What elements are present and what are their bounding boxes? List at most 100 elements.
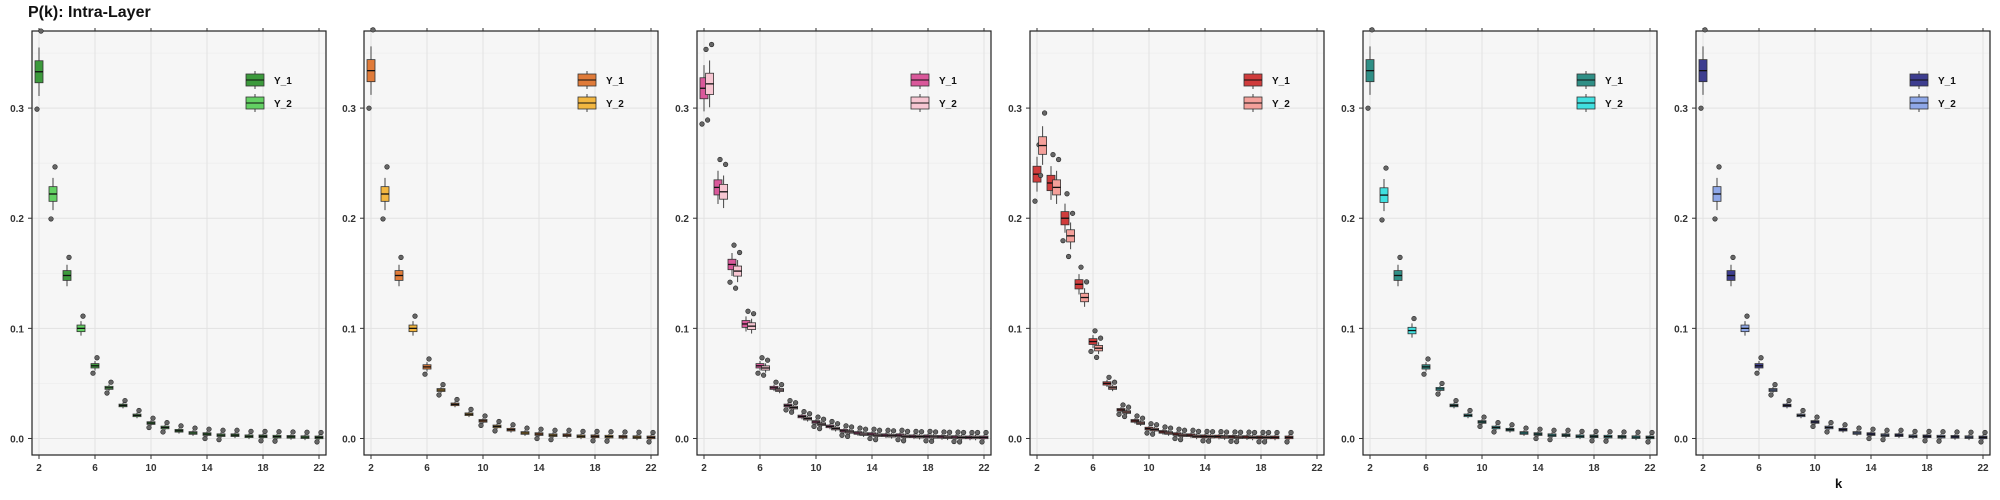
x-tick-label: 14 <box>1199 463 1211 474</box>
box-y-2-k16 <box>1261 429 1272 445</box>
box-outlier <box>1589 438 1595 444</box>
box-outlier <box>1125 404 1132 410</box>
x-tick-label: 6 <box>92 463 98 474</box>
box-outlier <box>524 425 530 431</box>
box-outlier <box>956 439 963 445</box>
box-y-1-k2 <box>1421 356 1431 377</box>
box-outlier <box>52 164 58 170</box>
panel-3: 2 6 10 14 18 22 0.0 0.1 0.2 0.3 Y_1 Y_2 <box>675 28 992 474</box>
x-tick-label: 22 <box>1977 463 1989 474</box>
panel-frame <box>363 30 659 456</box>
box-outlier <box>412 313 418 319</box>
box-outlier <box>1106 374 1112 380</box>
x-tick-label: 6 <box>1423 463 1429 474</box>
box-outlier <box>1786 397 1792 404</box>
box-outlier <box>1635 429 1641 435</box>
box-y-2-k6 <box>216 427 226 443</box>
box-y-2-k0 <box>380 164 390 222</box>
box-y-1-k1 <box>62 254 72 287</box>
box-y-1-k3 <box>118 397 128 409</box>
y-tick-label: 0.2 <box>1341 214 1355 225</box>
box-outlier <box>862 426 869 432</box>
box-outlier <box>1870 426 1876 432</box>
box-outlier <box>913 428 919 434</box>
box-outlier <box>1097 335 1104 341</box>
box-outlier <box>1537 426 1543 432</box>
box-outlier <box>1260 429 1266 435</box>
y-tick-label: 0.1 <box>342 324 356 335</box>
box-outlier <box>928 438 935 444</box>
box-outlier <box>755 370 761 376</box>
box-outlier <box>783 407 789 413</box>
box-y-2-k6 <box>1547 427 1557 443</box>
box-outlier <box>104 390 110 396</box>
box-outlier <box>216 437 222 443</box>
box-outlier <box>857 425 863 431</box>
legend-entry: Y_2 <box>1243 94 1290 112</box>
box-y-1-k2 <box>422 356 432 377</box>
box-y-2-k2 <box>732 249 743 291</box>
box-outlier <box>1256 439 1262 445</box>
box-outlier <box>923 438 929 444</box>
box-y-1-k8 <box>258 428 268 444</box>
box-outlier <box>1744 313 1750 319</box>
x-tick-label: 14 <box>201 463 213 474</box>
box-y-1-k0 <box>366 27 376 111</box>
box-outlier <box>1365 105 1371 111</box>
box-y-2-k14 <box>900 428 911 444</box>
box-y-2-k11 <box>1192 428 1202 440</box>
box-y-1-k18 <box>1284 429 1294 445</box>
box-y-1-k8 <box>590 428 600 444</box>
y-tick-label: 0.0 <box>675 434 689 445</box>
panel-background <box>1363 31 1657 455</box>
box-outlier <box>1246 429 1252 435</box>
box-outlier <box>1050 152 1056 158</box>
box-outlier <box>1856 425 1862 431</box>
box-outlier <box>1167 425 1174 431</box>
box-outlier <box>1968 429 1974 435</box>
box-outlier <box>801 408 807 415</box>
box-y-1-k10 <box>314 429 324 445</box>
box-outlier <box>871 426 877 432</box>
box-y-2-k3 <box>1080 279 1090 307</box>
box-outlier <box>1495 419 1501 426</box>
legend-entry: Y_2 <box>1909 94 1956 112</box>
y-tick-label: 0.0 <box>1341 434 1355 445</box>
box-outlier <box>732 285 739 291</box>
box-outlier <box>1425 356 1431 362</box>
box-y-2-k5 <box>188 425 198 436</box>
box-outlier <box>816 426 823 432</box>
box-outlier <box>426 356 432 362</box>
box-outlier <box>220 427 226 433</box>
box-y-2-k1 <box>1740 313 1750 336</box>
box-outlier <box>1065 253 1072 260</box>
box-outlier <box>262 428 268 434</box>
box-outlier <box>811 423 817 430</box>
box-y-2-k8 <box>272 429 282 444</box>
box-outlier <box>983 429 989 436</box>
box-outlier <box>1565 427 1571 433</box>
box-outlier <box>1162 424 1168 430</box>
box-y-2-k3 <box>1463 407 1473 419</box>
legend-label: Y_2 <box>1272 99 1290 110</box>
box-y-1-k7 <box>230 427 240 439</box>
box-outlier <box>1172 435 1178 442</box>
box-outlier <box>1190 427 1196 433</box>
x-tick-label: 10 <box>145 463 157 474</box>
box-outlier <box>1274 429 1280 436</box>
box-outlier <box>843 423 849 429</box>
box-y-1-k2 <box>90 355 100 376</box>
box-outlier <box>90 370 96 376</box>
box-outlier <box>1176 426 1182 432</box>
box-outlier <box>829 418 835 425</box>
box-outlier <box>646 439 652 445</box>
x-tick-label: 14 <box>1532 463 1544 474</box>
box-outlier <box>955 429 961 435</box>
box-outlier <box>969 429 975 436</box>
box-y-1-k7 <box>797 408 807 420</box>
box-y-1-k3 <box>1449 397 1459 409</box>
box-outlier <box>178 423 184 429</box>
x-tick-label: 10 <box>477 463 489 474</box>
box-outlier <box>566 427 572 433</box>
box-outlier <box>604 438 610 444</box>
